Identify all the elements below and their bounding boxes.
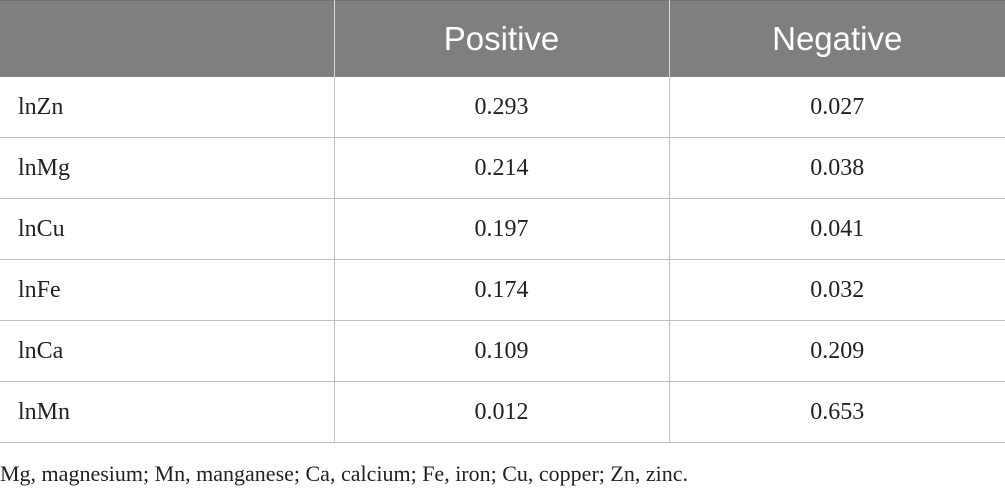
row-label: lnMn <box>0 381 335 443</box>
row-label: lnMg <box>0 137 335 199</box>
row-label: lnCa <box>0 320 335 382</box>
negative-value: 0.209 <box>669 320 1005 382</box>
header-row: Positive Negative <box>0 0 1005 77</box>
negative-value: 0.032 <box>669 259 1005 321</box>
table-footnote: Mg, magnesium; Mn, manganese; Ca, calciu… <box>0 461 688 486</box>
table-row: lnFe 0.174 0.032 <box>0 259 1005 321</box>
positive-value: 0.012 <box>334 381 670 443</box>
positive-value: 0.174 <box>334 259 670 321</box>
positive-value: 0.214 <box>334 137 670 199</box>
positive-value: 0.109 <box>334 320 670 382</box>
row-label: lnCu <box>0 198 335 260</box>
table-figure: Positive Negative lnZn 0.293 0.027 lnMg … <box>0 0 1005 443</box>
table-row: lnZn 0.293 0.027 <box>0 77 1005 138</box>
header-cell-negative: Negative <box>669 0 1005 77</box>
negative-value: 0.653 <box>669 381 1005 443</box>
table-row: lnCa 0.109 0.209 <box>0 320 1005 382</box>
table-row: lnCu 0.197 0.041 <box>0 198 1005 260</box>
table-row: lnMg 0.214 0.038 <box>0 137 1005 199</box>
negative-value: 0.027 <box>669 77 1005 138</box>
row-label: lnFe <box>0 259 335 321</box>
positive-value: 0.197 <box>334 198 670 260</box>
positive-value: 0.293 <box>334 77 670 138</box>
negative-value: 0.038 <box>669 137 1005 199</box>
table-body: lnZn 0.293 0.027 lnMg 0.214 0.038 lnCu 0… <box>0 77 1005 443</box>
header-cell-empty <box>0 0 335 77</box>
negative-value: 0.041 <box>669 198 1005 260</box>
row-label: lnZn <box>0 77 335 138</box>
table-header: Positive Negative <box>0 0 1005 77</box>
table-row: lnMn 0.012 0.653 <box>0 381 1005 443</box>
header-cell-positive: Positive <box>334 0 670 77</box>
data-table: Positive Negative lnZn 0.293 0.027 lnMg … <box>0 0 1005 443</box>
